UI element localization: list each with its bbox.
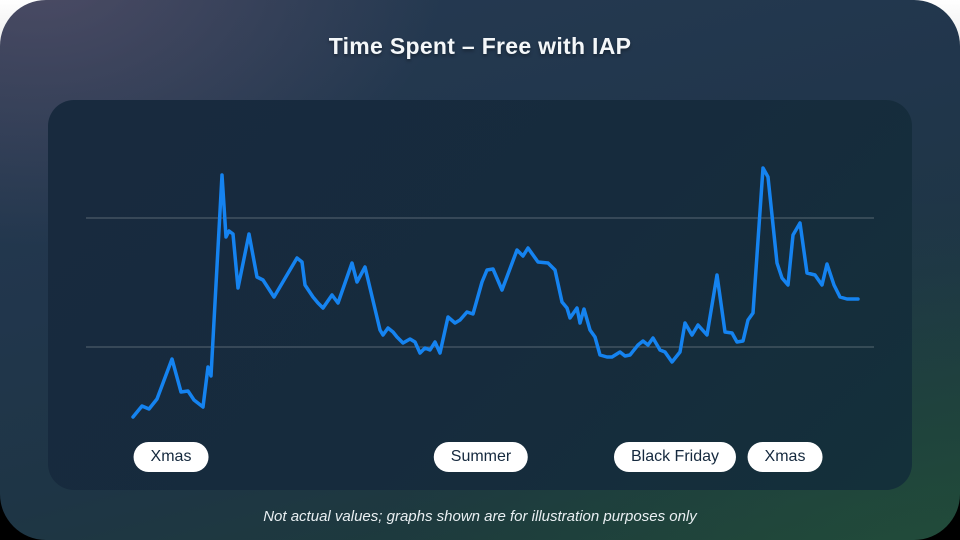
annotation-pill-black-friday: Black Friday [613,442,737,472]
annotation-pill-summer: Summer [433,442,529,472]
footnote-disclaimer: Not actual values; graphs shown are for … [263,508,697,525]
annotation-pill-xmas-2: Xmas [747,442,823,472]
annotation-pill-xmas-1: Xmas [133,442,209,472]
chart-card [48,100,912,490]
page-title: Time Spent – Free with IAP [328,33,632,59]
